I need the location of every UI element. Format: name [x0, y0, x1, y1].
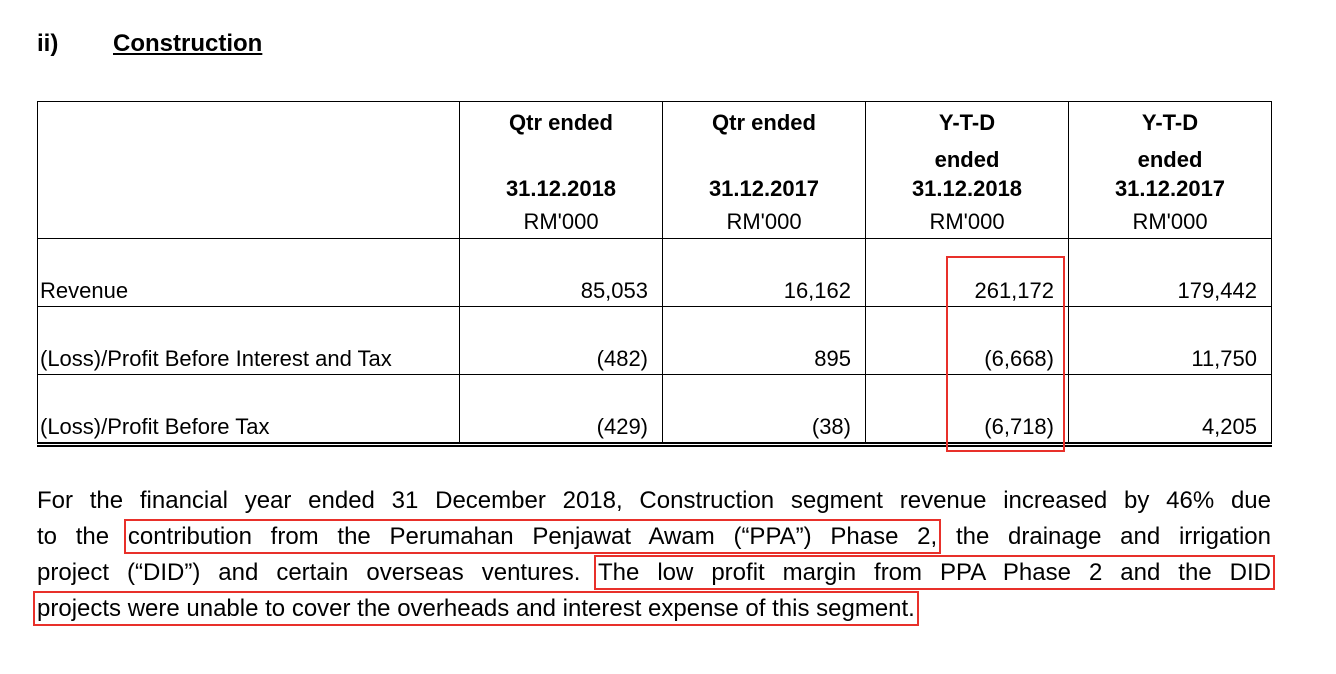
- highlight-box: [946, 256, 1065, 452]
- column-subheader: 31.12.2017 RM'000: [663, 172, 865, 238]
- paragraph-line: For the financial year ended 31 December…: [37, 483, 1271, 519]
- paragraph-line: project (“DID”) and certain overseas ven…: [37, 555, 1275, 591]
- header-cell: Qtr ended 31.12.2017 RM'000: [662, 101, 866, 239]
- cell-value: (482): [459, 306, 663, 375]
- column-unit: RM'000: [726, 209, 802, 234]
- column-title: Qtr ended: [712, 110, 816, 135]
- column-title: Qtr ended: [509, 110, 613, 135]
- column-subheader: 31.12.2018 RM'000: [460, 172, 662, 238]
- cell-value: (6,668): [865, 306, 1069, 375]
- cell-value: 4,205: [1068, 374, 1272, 447]
- paragraph-line: projects were unable to cover the overhe…: [33, 591, 1271, 627]
- text: For the financial year ended 31 December…: [37, 487, 1271, 514]
- header-row: Qtr ended 31.12.2018 RM'000 Qtr ended 31.12.…: [37, 101, 1272, 239]
- paragraph-line: to the contribution from the Perumahan P…: [37, 519, 1271, 555]
- column-date: 31.12.2018: [911, 176, 1023, 201]
- highlighted-text: projects were unable to cover the overhe…: [33, 591, 919, 626]
- row-label: Revenue: [37, 238, 460, 307]
- column-title: ended: [934, 147, 1000, 172]
- highlighted-text: contribution from the Perumahan Penjawat…: [123, 519, 942, 554]
- table-row: (Loss)/Profit Before Interest and Tax (48…: [37, 306, 1272, 375]
- column-subheader: 31.12.2018 RM'000: [866, 172, 1068, 238]
- column-unit: RM'000: [1132, 209, 1208, 234]
- section-number: ii): [37, 30, 59, 57]
- table-body: Revenue 85,053 16,162 261,172 179,442 (Loss)/…: [37, 238, 1272, 447]
- header-cell: Qtr ended 31.12.2018 RM'000: [459, 101, 663, 239]
- paragraph: For the financial year ended 31 December…: [33, 483, 1275, 627]
- cell-value: 895: [662, 306, 866, 375]
- highlighted-text: The low profit margin from PPA Phase 2 a…: [594, 555, 1275, 590]
- text: project (“DID”) and certain overseas ven…: [37, 559, 598, 586]
- financial-table: Qtr ended 31.12.2018 RM'000 Qtr ended 31.12.…: [37, 101, 1272, 447]
- column-date: 31.12.2017: [708, 176, 820, 201]
- row-label: (Loss)/Profit Before Tax: [37, 374, 460, 447]
- column-unit: RM'000: [523, 209, 599, 234]
- column-title: Y-T-D: [938, 110, 996, 135]
- table-row: (Loss)/Profit Before Tax (429) (38) (6,718)…: [37, 374, 1272, 447]
- header-cell: Y-T-D ended 31.12.2018 RM'000: [865, 101, 1069, 239]
- cell-value: 16,162: [662, 238, 866, 307]
- column-date: 31.12.2018: [505, 176, 617, 201]
- text: to the: [37, 523, 128, 550]
- section-title: Construction: [113, 30, 263, 57]
- header-cell: [37, 101, 460, 239]
- column-unit: RM'000: [929, 209, 1005, 234]
- table-row: Revenue 85,053 16,162 261,172 179,442: [37, 238, 1272, 307]
- column-date: 31.12.2017: [1114, 176, 1226, 201]
- column-title: Y-T-D: [1141, 110, 1199, 135]
- cell-value: 179,442: [1068, 238, 1272, 307]
- column-title: ended: [1137, 147, 1203, 172]
- header-cell: Y-T-D ended 31.12.2017 RM'000: [1068, 101, 1272, 239]
- column-subheader: 31.12.2017 RM'000: [1069, 172, 1271, 238]
- cell-value: (6,718): [865, 374, 1069, 447]
- cell-value: (429): [459, 374, 663, 447]
- text: the drainage and irrigation: [937, 523, 1272, 550]
- cell-value: 85,053: [459, 238, 663, 307]
- cell-value: 11,750: [1068, 306, 1272, 375]
- row-label: (Loss)/Profit Before Interest and Tax: [37, 306, 460, 375]
- cell-value: (38): [662, 374, 866, 447]
